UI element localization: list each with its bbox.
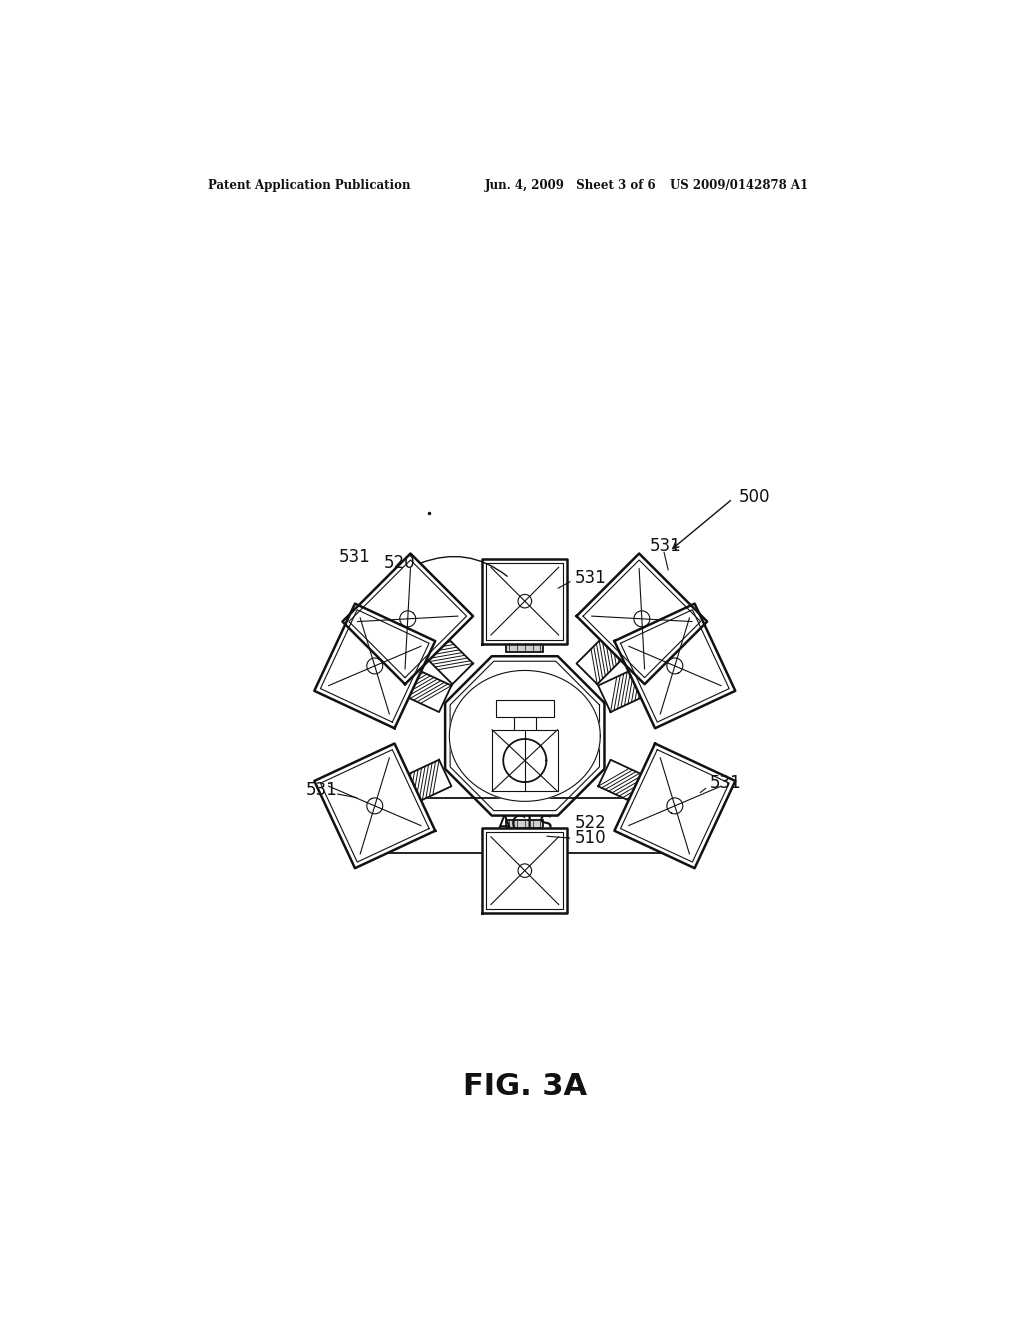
Bar — [493, 730, 557, 792]
Polygon shape — [404, 669, 452, 711]
Text: 500: 500 — [739, 488, 770, 506]
Polygon shape — [450, 671, 600, 801]
Bar — [366, 797, 685, 853]
Polygon shape — [482, 558, 567, 644]
Polygon shape — [614, 743, 735, 869]
Polygon shape — [577, 636, 625, 684]
Polygon shape — [577, 553, 708, 684]
Polygon shape — [404, 760, 452, 803]
Text: US 2009/0142878 A1: US 2009/0142878 A1 — [670, 178, 808, 191]
Polygon shape — [486, 562, 563, 640]
Bar — [506, 820, 544, 829]
Bar — [506, 642, 544, 652]
Bar — [496, 700, 554, 717]
Polygon shape — [445, 656, 604, 816]
Text: FIG. 3A: FIG. 3A — [463, 1072, 587, 1101]
Polygon shape — [482, 829, 567, 913]
Polygon shape — [314, 743, 435, 869]
Text: 520: 520 — [384, 553, 416, 572]
Polygon shape — [425, 636, 473, 684]
Polygon shape — [314, 603, 435, 729]
Text: 531: 531 — [339, 548, 371, 566]
Text: 531: 531 — [574, 569, 606, 587]
Polygon shape — [598, 760, 645, 803]
Text: Jun. 4, 2009   Sheet 3 of 6: Jun. 4, 2009 Sheet 3 of 6 — [484, 178, 656, 191]
Text: 531: 531 — [649, 537, 681, 554]
Text: 531: 531 — [710, 774, 741, 792]
Polygon shape — [598, 669, 645, 711]
Text: 531: 531 — [305, 781, 337, 800]
Text: ACLS: ACLS — [497, 816, 554, 836]
Text: 510: 510 — [574, 829, 606, 847]
Polygon shape — [486, 832, 563, 909]
Polygon shape — [614, 603, 735, 729]
Text: Patent Application Publication: Patent Application Publication — [208, 178, 410, 191]
Text: 522: 522 — [574, 814, 606, 832]
Polygon shape — [342, 553, 473, 684]
Bar — [514, 717, 536, 730]
